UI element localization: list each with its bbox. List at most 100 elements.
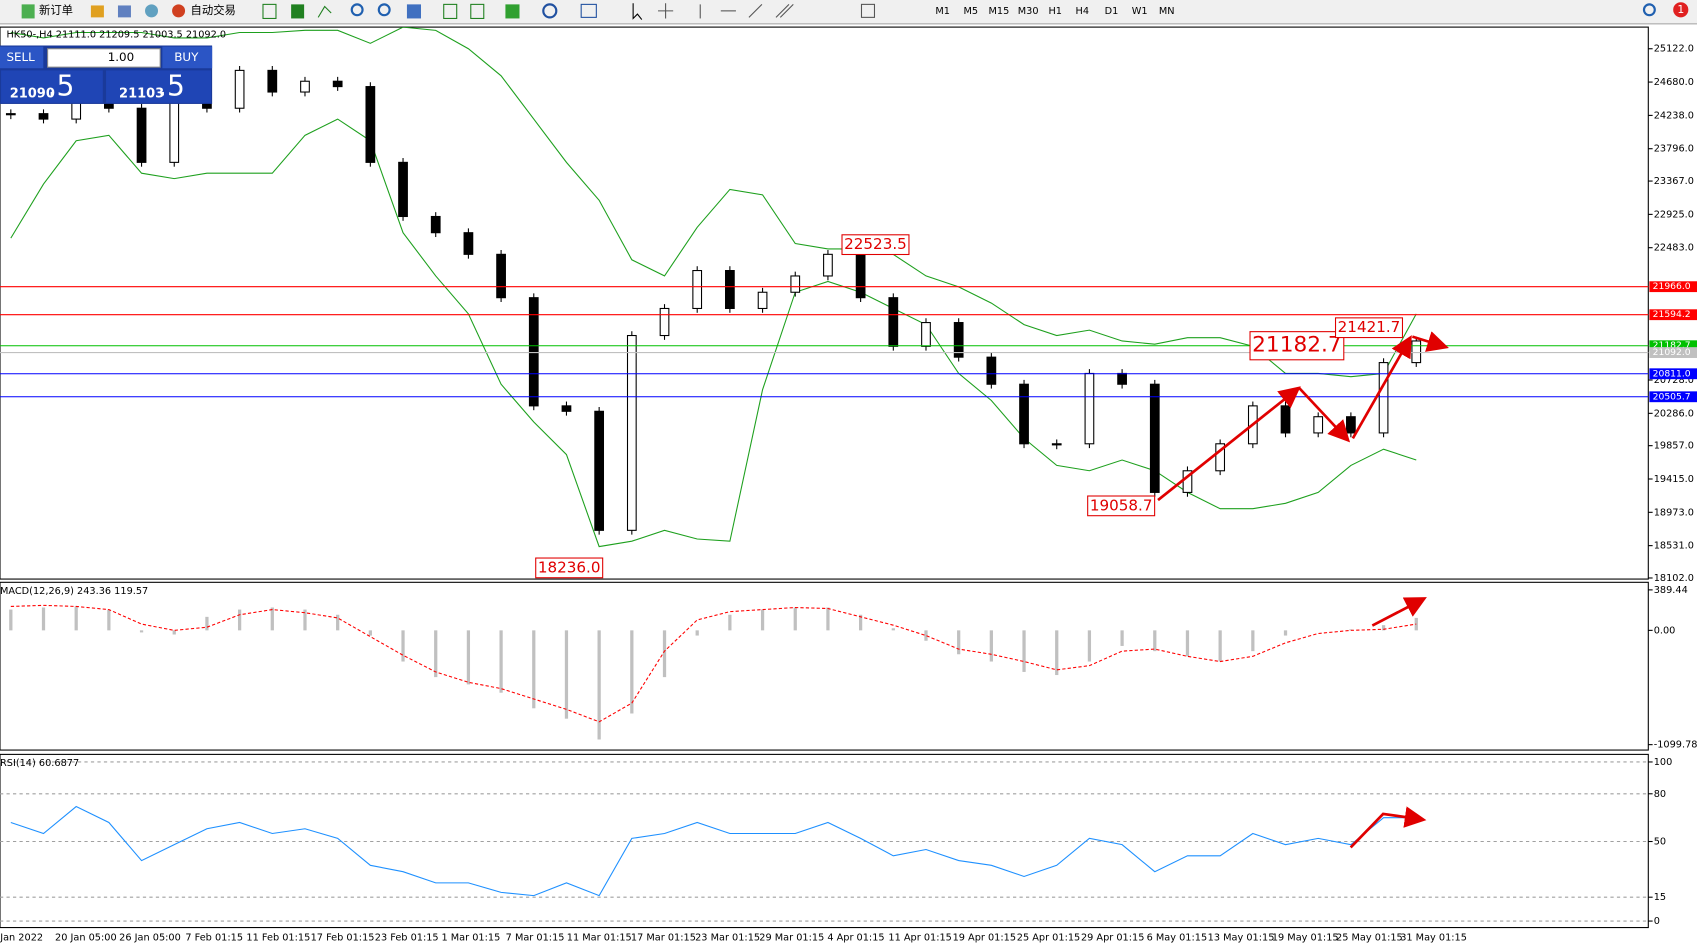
- candle: [1149, 383, 1160, 493]
- buy-button[interactable]: [162, 46, 213, 69]
- level-label: 20505.7: [1653, 391, 1691, 402]
- timeframe[interactable]: H4: [1076, 6, 1090, 17]
- y-tick-label: -1099.78: [1654, 740, 1697, 751]
- macd-bar: [989, 630, 993, 662]
- icon[interactable]: [580, 3, 597, 18]
- y-tick-label: 20286.0: [1654, 408, 1694, 419]
- price-annotation: 22523.5: [844, 235, 907, 253]
- level-tag: [1649, 340, 1697, 352]
- icon[interactable]: [443, 3, 458, 19]
- x-tick-label: 23 Mar 01:15: [695, 932, 760, 943]
- icon[interactable]: [470, 3, 485, 19]
- x-tick-label: 25 May 01:15: [1336, 932, 1403, 943]
- x-tick-label: 11 Apr 01:15: [888, 932, 951, 943]
- bid-box[interactable]: [1, 70, 103, 103]
- x-tick-label: 20 Jan 05:00: [55, 932, 117, 943]
- price-panel: [0, 26, 1649, 580]
- icon[interactable]: [291, 4, 305, 19]
- text-tool[interactable]: [860, 3, 876, 18]
- x-tick-label: 23 Feb 01:15: [375, 932, 439, 943]
- icon[interactable]: [317, 5, 332, 18]
- buy-label[interactable]: BUY: [174, 50, 199, 64]
- timeframe[interactable]: MN: [1159, 6, 1175, 17]
- auto-trade[interactable]: 自动交易: [190, 3, 235, 17]
- candle: [398, 161, 408, 218]
- search[interactable]: [1642, 3, 1656, 17]
- y-tick-label: 0: [1654, 916, 1660, 927]
- macd-bar: [760, 609, 765, 631]
- x-tick-label: 1 Mar 01:15: [441, 932, 500, 943]
- lots-input[interactable]: [47, 48, 161, 68]
- icon[interactable]: [90, 5, 104, 18]
- macd-bar: [205, 616, 209, 631]
- candle: [430, 215, 441, 234]
- drawn-arrows: [1157, 331, 1449, 849]
- new-order-icon[interactable]: [21, 4, 35, 19]
- candle: [365, 86, 376, 163]
- ask-pip: .5: [158, 70, 185, 103]
- sell-button[interactable]: [0, 46, 44, 69]
- candle: [234, 69, 245, 109]
- macd-bar: [728, 614, 732, 631]
- candle: [561, 405, 572, 412]
- icon[interactable]: [262, 3, 277, 19]
- candle: [986, 356, 997, 385]
- icon[interactable]: [505, 4, 520, 19]
- channel[interactable]: [775, 3, 794, 18]
- y-tick-label: 22925.0: [1654, 209, 1694, 220]
- y-tick-label: 25122.0: [1654, 44, 1694, 55]
- new-order[interactable]: 新订单: [39, 3, 73, 17]
- zoom-in[interactable]: [350, 3, 364, 17]
- annotation-box: [1334, 317, 1404, 339]
- macd-bar: [139, 630, 144, 633]
- candle: [300, 80, 310, 93]
- cursor[interactable]: [632, 3, 643, 20]
- macd-bar: [858, 614, 863, 631]
- candle: [528, 297, 539, 407]
- trendline[interactable]: [748, 3, 763, 18]
- timeframe[interactable]: M15: [989, 6, 1010, 17]
- zoom-out[interactable]: [377, 3, 391, 17]
- arrow: [1349, 806, 1427, 849]
- macd-bar: [1087, 630, 1092, 662]
- icon[interactable]: [117, 5, 131, 18]
- candle: [169, 102, 180, 163]
- ask-box[interactable]: [106, 70, 212, 103]
- macd-bar: [401, 630, 405, 662]
- badge-count[interactable]: 1: [1677, 3, 1684, 16]
- price-annotation: 19058.7: [1090, 496, 1153, 514]
- x-tick-label: 7 Mar 01:15: [506, 932, 565, 943]
- auto-trade-icon[interactable]: [172, 4, 186, 18]
- icon[interactable]: [406, 4, 422, 19]
- y-tick-label: 24680.0: [1654, 77, 1694, 88]
- macd-bar: [891, 628, 895, 631]
- timeframe[interactable]: W1: [1132, 6, 1148, 17]
- y-tick-label: 22483.0: [1654, 243, 1694, 254]
- macd-bar: [662, 630, 667, 678]
- timeframe[interactable]: M30: [1018, 6, 1039, 17]
- timeframe[interactable]: M5: [963, 6, 978, 17]
- icon[interactable]: [542, 3, 558, 19]
- price-annotation: 18236.0: [538, 558, 601, 576]
- level-tag: [1649, 281, 1697, 293]
- toolbar-buttons[interactable]: 新订单 自动交易 1: [21, 2, 1689, 20]
- timeframe[interactable]: H1: [1048, 6, 1062, 17]
- macd-bar: [1218, 630, 1222, 662]
- lots[interactable]: 1.00: [108, 50, 134, 64]
- macd-bar: [336, 614, 340, 631]
- price-annotation: 21421.7: [1338, 318, 1401, 336]
- badge[interactable]: [1673, 2, 1689, 18]
- y-tick-label: 80: [1654, 789, 1666, 800]
- timeframe[interactable]: D1: [1105, 6, 1119, 17]
- crosshair[interactable]: [658, 3, 674, 19]
- icon[interactable]: [145, 4, 159, 18]
- macd-panel: [0, 581, 1649, 751]
- level-tag: [1649, 391, 1697, 403]
- annotation-box: [535, 557, 604, 579]
- macd-bar: [41, 607, 46, 631]
- trade-panel: SELL 1.00 BUY 21090 .5 21103 .5: [0, 45, 213, 104]
- y-tick-label: 0.00: [1654, 625, 1676, 636]
- arrow: [1371, 597, 1427, 627]
- sell-label[interactable]: SELL: [6, 50, 35, 64]
- timeframe[interactable]: M1: [935, 6, 950, 17]
